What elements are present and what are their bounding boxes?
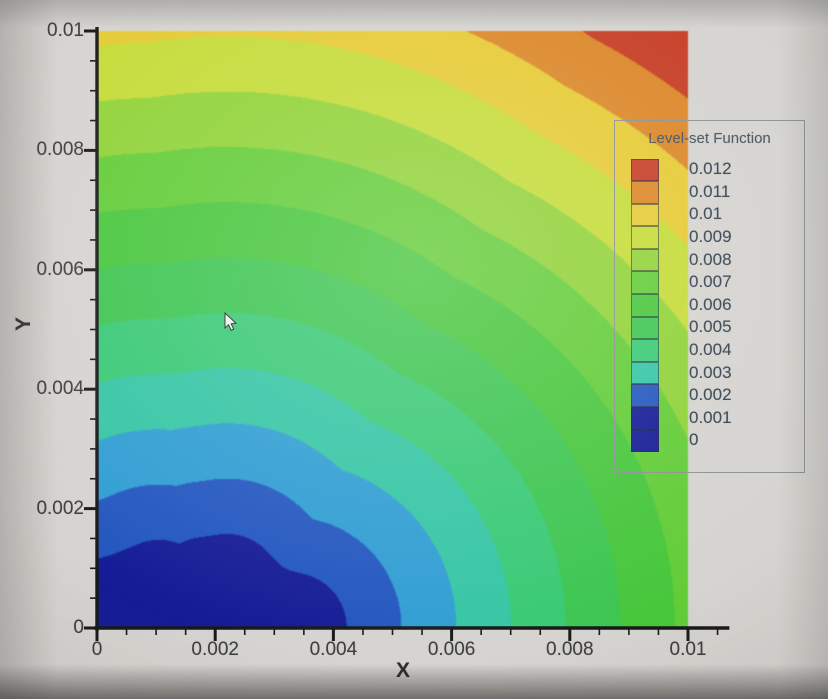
legend-level-label: 0.005 xyxy=(689,317,732,337)
legend-row: 0.008 xyxy=(631,248,732,272)
x-tick-label: 0.006 xyxy=(427,639,476,660)
y-tick-label: 0.01 xyxy=(47,20,84,41)
x-tick-label: 0.004 xyxy=(309,639,358,660)
legend-row: 0.009 xyxy=(631,226,732,249)
x-tick-label: 0.01 xyxy=(669,639,707,660)
mouse-cursor-icon xyxy=(224,312,238,331)
legend-level-label: 0 xyxy=(689,430,699,450)
legend-level-label: 0.002 xyxy=(689,385,732,405)
legend-swatch xyxy=(631,294,659,317)
legend-swatch xyxy=(631,226,659,249)
legend-level-label: 0.009 xyxy=(689,227,732,247)
legend-title: Level-set Function xyxy=(648,130,771,147)
y-axis-title: Y xyxy=(12,316,36,332)
legend-level-label: 0.008 xyxy=(689,249,732,269)
y-tick-label: 0 xyxy=(73,617,84,638)
x-tick-label: 0.002 xyxy=(191,639,239,660)
legend-level-label: 0.012 xyxy=(689,159,732,179)
x-tick-label: 0.008 xyxy=(546,639,594,660)
legend-swatch xyxy=(631,407,659,430)
y-tick-label: 0.008 xyxy=(36,139,84,161)
legend-row: 0.001 xyxy=(631,407,732,430)
legend-level-label: 0.011 xyxy=(689,181,731,201)
y-tick-label: 0.002 xyxy=(36,497,84,519)
legend-box: Level-set Function 0.012 0.011 0.01 0.009 0.… xyxy=(614,120,805,473)
legend-row: 0.002 xyxy=(631,384,732,408)
legend-swatch xyxy=(631,429,659,453)
legend-level-label: 0.01 xyxy=(689,204,723,224)
y-tick-label: 0.006 xyxy=(36,258,84,280)
legend-level-label: 0.003 xyxy=(689,362,732,382)
legend-row: 0.004 xyxy=(631,339,732,362)
legend-swatch xyxy=(631,339,659,362)
y-tick-label: 0.004 xyxy=(36,378,84,400)
legend-swatch xyxy=(631,271,659,295)
legend-swatch xyxy=(631,181,659,204)
legend-row: 0 xyxy=(631,429,732,453)
legend-level-label: 0.006 xyxy=(689,294,732,314)
legend-row: 0.01 xyxy=(631,203,732,227)
contour-field-canvas[interactable] xyxy=(97,31,688,628)
legend-swatch xyxy=(631,316,659,340)
legend-row: 0.007 xyxy=(631,271,732,295)
legend-row: 0.011 xyxy=(631,181,732,204)
legend-level-label: 0.007 xyxy=(689,272,732,292)
x-tick-label: 0 xyxy=(91,639,103,660)
legend-swatch xyxy=(631,248,659,272)
legend-swatch xyxy=(631,361,659,385)
legend-swatch xyxy=(631,384,659,408)
legend-swatch xyxy=(631,203,659,227)
legend-row: 0.005 xyxy=(631,316,732,340)
legend-level-label: 0.001 xyxy=(689,407,732,427)
legend-entries: 0.012 0.011 0.01 0.009 0.008 0.007 0.006 0.005 0… xyxy=(631,158,732,453)
legend-row: 0.006 xyxy=(631,294,732,317)
x-axis-title: X xyxy=(396,659,411,682)
legend-row: 0.003 xyxy=(631,361,732,385)
legend-row: 0.012 xyxy=(631,158,732,182)
legend-level-label: 0.004 xyxy=(689,340,732,360)
legend-swatch xyxy=(631,158,659,182)
